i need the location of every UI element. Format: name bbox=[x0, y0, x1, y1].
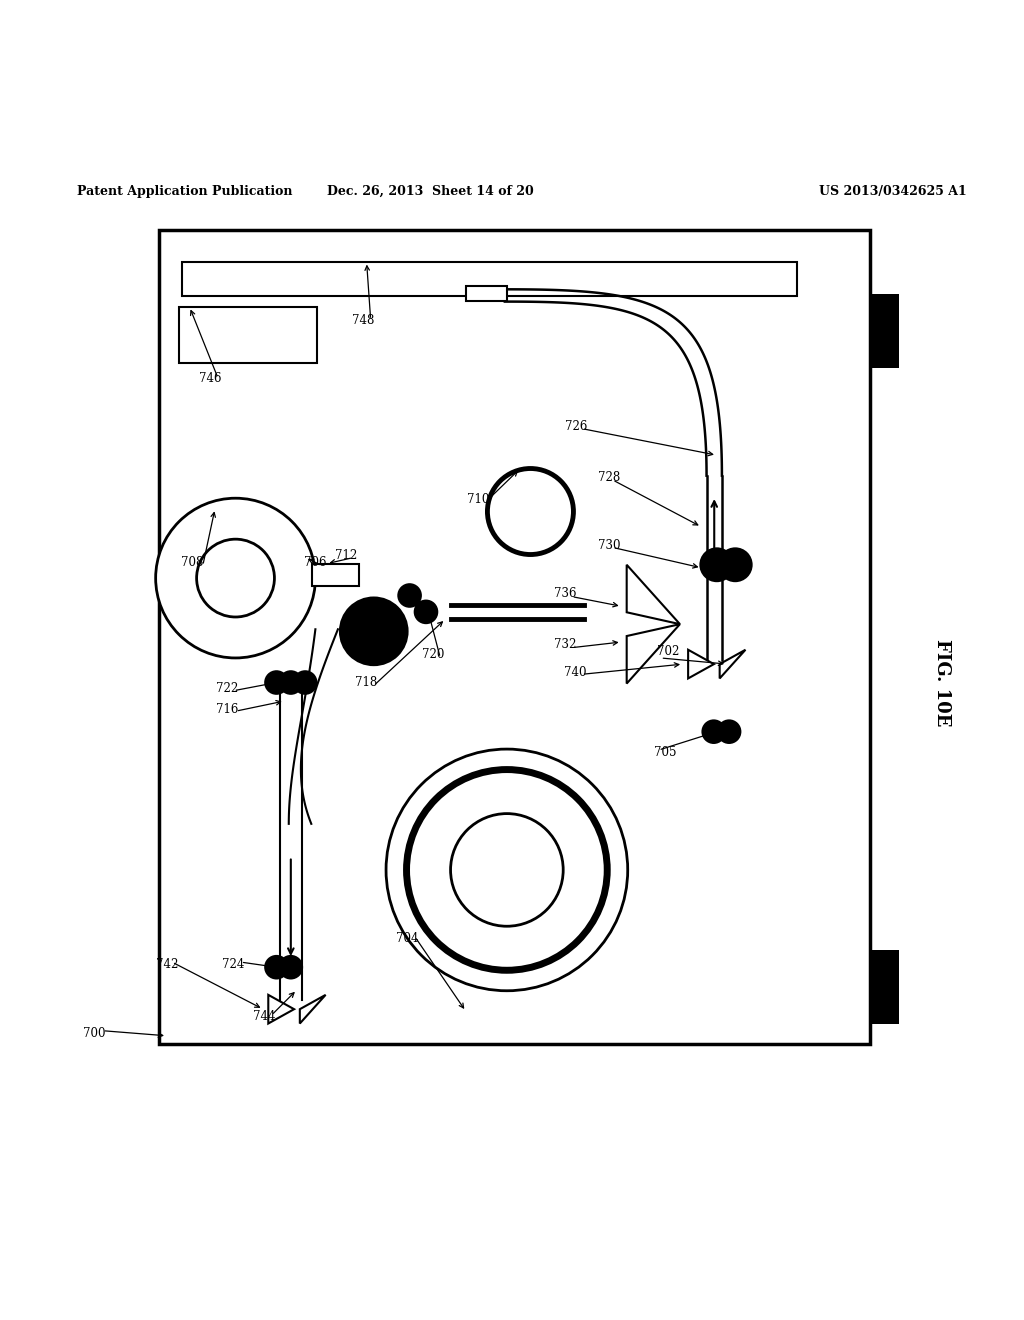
Text: 714: 714 bbox=[347, 642, 370, 655]
Circle shape bbox=[265, 956, 288, 978]
Polygon shape bbox=[627, 565, 680, 624]
Polygon shape bbox=[627, 624, 680, 684]
Circle shape bbox=[702, 721, 725, 743]
Text: 736: 736 bbox=[554, 587, 577, 599]
Text: 726: 726 bbox=[565, 420, 588, 433]
Bar bbox=[466, 286, 507, 301]
Text: Patent Application Publication: Patent Application Publication bbox=[77, 185, 292, 198]
FancyBboxPatch shape bbox=[312, 564, 359, 586]
Circle shape bbox=[718, 721, 740, 743]
Circle shape bbox=[719, 548, 752, 581]
Circle shape bbox=[197, 539, 274, 616]
Text: 710: 710 bbox=[467, 492, 489, 506]
Text: 744: 744 bbox=[253, 1010, 275, 1023]
Text: 746: 746 bbox=[199, 372, 221, 385]
Circle shape bbox=[280, 956, 302, 978]
Circle shape bbox=[280, 672, 302, 694]
Text: 704: 704 bbox=[396, 932, 419, 945]
Circle shape bbox=[407, 770, 607, 970]
Circle shape bbox=[451, 813, 563, 927]
Text: 748: 748 bbox=[352, 314, 375, 326]
Circle shape bbox=[265, 672, 288, 694]
Circle shape bbox=[156, 498, 315, 657]
Circle shape bbox=[415, 601, 437, 623]
Text: 705: 705 bbox=[654, 746, 677, 759]
Polygon shape bbox=[300, 995, 326, 1023]
Text: Dec. 26, 2013  Sheet 14 of 20: Dec. 26, 2013 Sheet 14 of 20 bbox=[327, 185, 534, 198]
Text: 700: 700 bbox=[83, 1027, 105, 1040]
Bar bbox=[870, 294, 899, 368]
Text: 712: 712 bbox=[335, 549, 357, 562]
Circle shape bbox=[487, 469, 573, 554]
Text: 716: 716 bbox=[216, 702, 239, 715]
Text: 732: 732 bbox=[554, 638, 577, 651]
Text: FIG. 10E: FIG. 10E bbox=[933, 639, 951, 726]
Text: 724: 724 bbox=[222, 957, 245, 970]
Polygon shape bbox=[268, 995, 294, 1023]
Circle shape bbox=[386, 748, 628, 991]
Text: US 2013/0342625 A1: US 2013/0342625 A1 bbox=[819, 185, 967, 198]
Text: 708: 708 bbox=[181, 556, 204, 569]
Polygon shape bbox=[688, 649, 714, 678]
Text: 720: 720 bbox=[422, 648, 444, 661]
Text: 730: 730 bbox=[598, 539, 621, 552]
Bar bbox=[159, 230, 870, 1044]
Circle shape bbox=[398, 585, 421, 607]
Bar bbox=[182, 261, 797, 297]
Circle shape bbox=[700, 548, 733, 581]
Polygon shape bbox=[720, 649, 745, 678]
Bar bbox=[179, 306, 317, 363]
Text: 722: 722 bbox=[216, 682, 239, 696]
Text: 702: 702 bbox=[657, 645, 680, 659]
Bar bbox=[870, 950, 899, 1023]
Text: 742: 742 bbox=[156, 957, 178, 970]
Text: 728: 728 bbox=[598, 471, 621, 484]
Text: 706: 706 bbox=[304, 556, 327, 569]
Circle shape bbox=[294, 672, 316, 694]
Text: 718: 718 bbox=[355, 676, 378, 689]
Circle shape bbox=[340, 598, 408, 665]
Text: 740: 740 bbox=[564, 665, 587, 678]
